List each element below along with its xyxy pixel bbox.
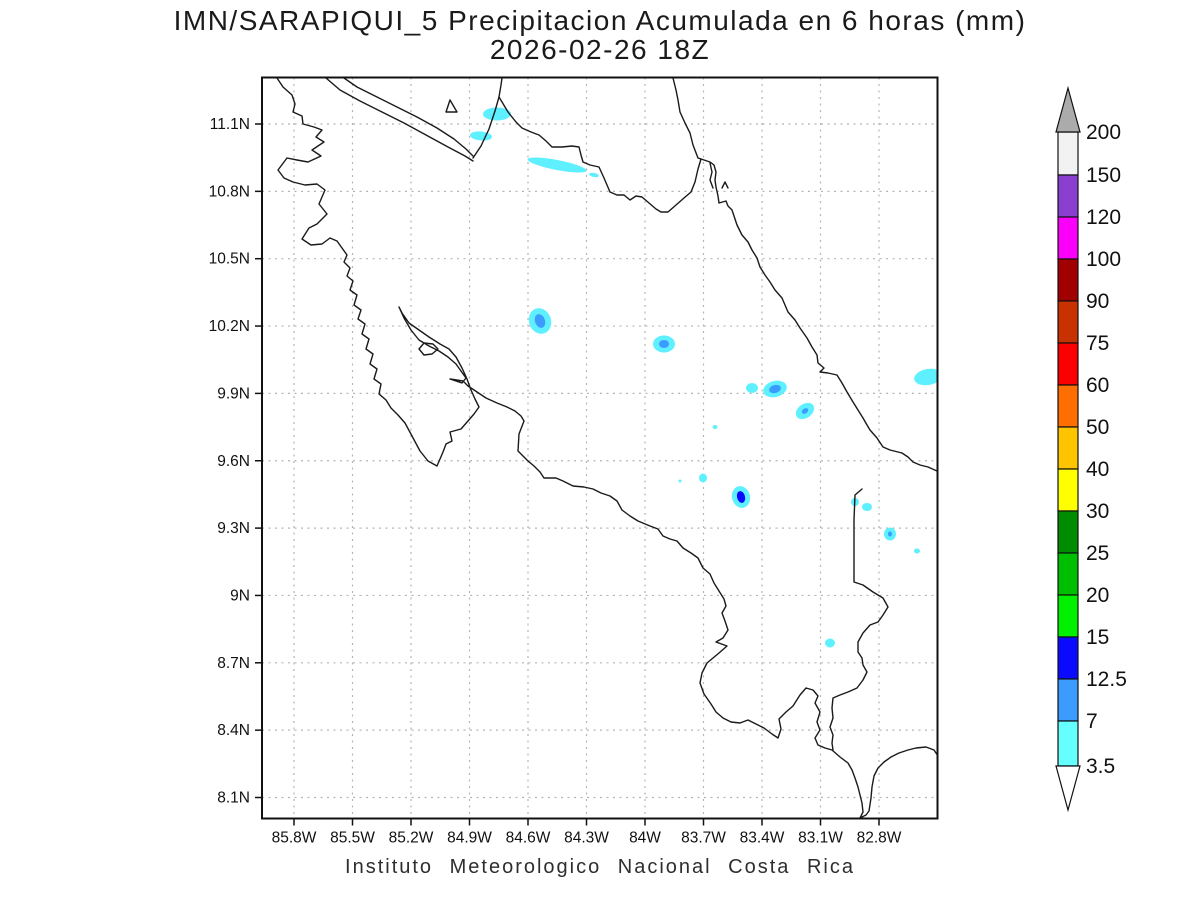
precip-cell [914,548,920,554]
colorbar-label: 3.5 [1086,755,1115,778]
y-tick-label: 9.6N [217,453,250,470]
coastline-path [721,181,729,189]
x-tick-label: 85.2W [389,830,434,847]
colorbar-label: 40 [1086,458,1109,481]
precip-cell-core [534,314,546,328]
x-tick-label: 83.4W [740,830,785,847]
precip-cell [699,473,707,483]
colorbar-label: 30 [1086,500,1109,523]
precip-cell-core [801,408,809,414]
precip-cell [712,425,718,429]
y-axis-labels: 11.1N 10.8N 10.5N 10.2N 9.9N 9.6N 9.3N 9N 8.7N 8.… [209,116,250,807]
colorbar-segment [1057,216,1079,260]
coastline-path [672,77,938,472]
colorbar-segment [1057,258,1079,302]
colorbar-arrow-top [1055,85,1081,133]
colorbar-label: 75 [1086,332,1109,355]
colorbar-label: 150 [1086,164,1121,187]
colorbar-segment [1057,300,1079,344]
colorbar-segment [1057,678,1079,722]
x-tick-label: 84.3W [564,830,609,847]
colorbar-segment [1057,131,1079,176]
axis-ticks [255,123,880,826]
colorbar: 200 150 120 100 90 75 60 50 40 30 25 20 15 12.5 7 3.5 [1055,85,1127,813]
x-tick-label: 85.5W [330,830,375,847]
colorbar-label: 200 [1086,121,1121,144]
x-tick-label: 84.9W [447,830,492,847]
x-tick-label: 83.7W [681,830,726,847]
coastline-path [445,99,458,113]
colorbar-label: 12.5 [1086,668,1127,691]
precip-cell-core [736,491,746,503]
y-tick-label: 10.2N [209,318,250,335]
colorbar-label: 15 [1086,626,1109,649]
x-tick-label: 84.6W [506,830,551,847]
precip-cell [589,172,599,178]
colorbar-label: 20 [1086,584,1109,607]
precip-cell-core [659,340,669,348]
x-tick-label: 83.1W [798,830,843,847]
precip-cell [746,383,758,393]
colorbar-segment [1057,594,1079,638]
colorbar-segment [1057,510,1079,554]
colorbar-segment [1057,342,1079,386]
coastline-path [418,342,439,356]
coastline-path [472,77,503,159]
coastline-layer [276,77,938,819]
y-tick-label: 9N [230,587,250,604]
precip-cell [914,368,938,386]
source-caption: Instituto Meteorologico Nacional Costa R… [345,856,855,878]
coastline-path [276,77,938,819]
x-tick-label: 84W [629,830,661,847]
gridlines [262,77,938,819]
coastline-path [498,96,702,213]
precip-cell [527,157,587,173]
coastline-path [325,77,474,162]
chart-title: IMN/SARAPIQUI_5 Precipitacion Acumulada … [173,5,1027,36]
precip-cell-core [888,531,892,537]
x-axis-labels: 85.8W 85.5W 85.2W 84.9W 84.6W 84.3W 84W 83.7W 83… [272,830,902,847]
coastline-path [343,77,474,157]
precip-cell [825,638,835,648]
colorbar-label: 100 [1086,248,1121,271]
precip-cell [862,503,872,511]
colorbar-label: 120 [1086,206,1121,229]
y-tick-label: 9.9N [217,385,250,402]
y-tick-label: 10.8N [209,183,250,200]
y-tick-label: 9.3N [217,520,250,537]
y-tick-label: 11.1N [210,116,250,133]
precip-cell-core [769,384,781,394]
chart-valid-time: 2026-02-26 18Z [489,34,711,65]
coastline-path [829,488,889,751]
colorbar-segment [1057,720,1079,767]
y-tick-label: 8.7N [217,655,250,672]
colorbar-label: 50 [1086,416,1109,439]
precip-cell [483,107,511,121]
colorbar-segment [1057,468,1079,512]
colorbar-segment [1057,384,1079,428]
colorbar-label: 60 [1086,374,1109,397]
colorbar-segment [1057,552,1079,596]
coastline-path [709,162,714,189]
y-tick-label: 8.1N [217,790,250,807]
map-border [261,76,939,820]
y-tick-label: 8.4N [217,722,250,739]
colorbar-label: 90 [1086,290,1109,313]
colorbar-segment [1057,426,1079,470]
x-tick-label: 85.8W [272,830,317,847]
precip-cell [470,131,492,141]
colorbar-segment [1057,636,1079,680]
colorbar-label: 7 [1086,710,1098,733]
colorbar-arrow-bottom [1055,765,1081,813]
colorbar-label: 25 [1086,542,1109,565]
precip-cell [678,479,682,483]
colorbar-segment [1057,174,1079,218]
precip-shading [470,107,938,648]
y-tick-label: 10.5N [209,251,250,268]
x-tick-label: 82.8W [857,830,902,847]
